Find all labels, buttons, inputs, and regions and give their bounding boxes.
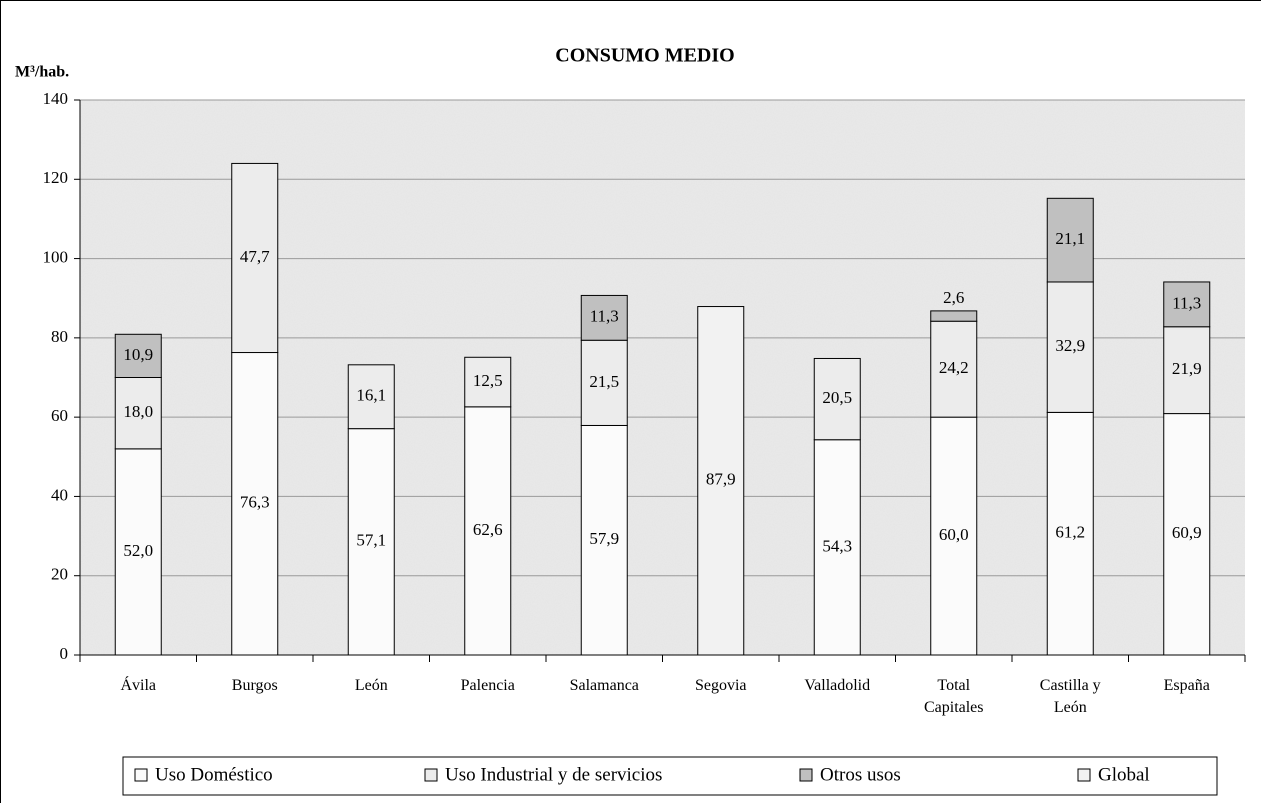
x-tick-label: León — [354, 677, 388, 694]
value-label: 12,5 — [473, 371, 503, 390]
bar-segment — [813, 357, 861, 441]
x-tick-label: Burgos — [231, 677, 278, 694]
legend-swatch — [1077, 768, 1091, 782]
bar-segment — [1163, 326, 1211, 415]
bar-segment — [464, 406, 512, 656]
bar-segment — [1046, 197, 1094, 283]
legend-swatch — [424, 768, 438, 782]
bar-segment — [930, 320, 978, 418]
legend-label: Uso Doméstico — [155, 764, 273, 785]
bar-segment — [1163, 413, 1211, 656]
value-label: 10,9 — [123, 345, 153, 364]
x-tick-label: Palencia — [460, 677, 515, 694]
value-label: 21,9 — [1172, 359, 1202, 378]
value-label: 20,5 — [822, 388, 852, 407]
chart-title: CONSUMO MEDIO — [555, 45, 734, 67]
value-label: 52,0 — [123, 541, 153, 560]
value-label: 61,2 — [1055, 523, 1085, 542]
bar-segment — [1163, 281, 1211, 328]
value-label: 18,0 — [123, 402, 153, 421]
bar-segment — [1046, 281, 1094, 413]
x-tick-label: Valladolid — [804, 677, 871, 694]
y-tick-label: 100 — [43, 247, 69, 266]
bar-segment — [697, 306, 745, 656]
x-tick-label: España — [1163, 677, 1210, 694]
bar-segment — [231, 352, 279, 656]
value-label: 24,2 — [939, 358, 969, 377]
y-axis-label: M³/hab. — [15, 64, 69, 81]
value-label: 57,9 — [589, 529, 619, 548]
value-label: 60,9 — [1172, 523, 1202, 542]
bar-segment — [930, 310, 978, 322]
legend-swatch — [134, 768, 148, 782]
bar-segment — [114, 448, 162, 656]
bar-segment — [464, 356, 512, 408]
bar-segment — [347, 364, 395, 430]
bar-segment — [813, 439, 861, 656]
y-tick-label: 120 — [43, 168, 69, 187]
value-label: 21,5 — [589, 372, 619, 391]
y-tick-label: 80 — [51, 327, 68, 346]
bar-segment — [930, 416, 978, 656]
x-tick-label: Total Capitales — [923, 677, 984, 716]
bar-segment — [231, 162, 279, 354]
bar-segment — [580, 424, 628, 656]
value-label: 47,7 — [240, 247, 270, 266]
y-tick-label: 40 — [51, 485, 68, 504]
value-label: 87,9 — [706, 470, 736, 489]
y-tick-label: 0 — [60, 644, 69, 663]
legend-label: Uso Industrial y de servicios — [445, 764, 662, 785]
value-label: 32,9 — [1055, 336, 1085, 355]
legend-swatch — [799, 768, 813, 782]
x-tick-label: Segovia — [694, 677, 747, 694]
bar-segment — [1046, 411, 1094, 656]
value-label: 11,3 — [590, 307, 619, 326]
legend-label: Global — [1098, 764, 1150, 785]
value-label: 62,6 — [473, 520, 503, 539]
bar-segment — [580, 294, 628, 341]
y-tick-label: 60 — [51, 406, 68, 425]
bar-segment — [114, 333, 162, 378]
x-tick-label: Ávila — [120, 677, 157, 694]
value-label: 60,0 — [939, 525, 969, 544]
value-label: 11,3 — [1172, 293, 1201, 312]
value-label: 21,1 — [1055, 229, 1085, 248]
value-label: 76,3 — [240, 493, 270, 512]
bar-segment — [347, 428, 395, 656]
legend — [122, 756, 1218, 796]
value-label: 16,1 — [356, 386, 386, 405]
value-label: 2,6 — [943, 288, 964, 307]
y-tick-label: 20 — [51, 565, 68, 584]
legend-label: Otros usos — [820, 764, 901, 785]
value-label: 54,3 — [822, 536, 852, 555]
x-tick-label: Castilla y León — [1039, 677, 1101, 716]
y-tick-label: 140 — [43, 89, 69, 108]
x-tick-label: Salamanca — [569, 677, 639, 694]
value-label: 57,1 — [356, 531, 386, 550]
bar-segment — [580, 339, 628, 426]
